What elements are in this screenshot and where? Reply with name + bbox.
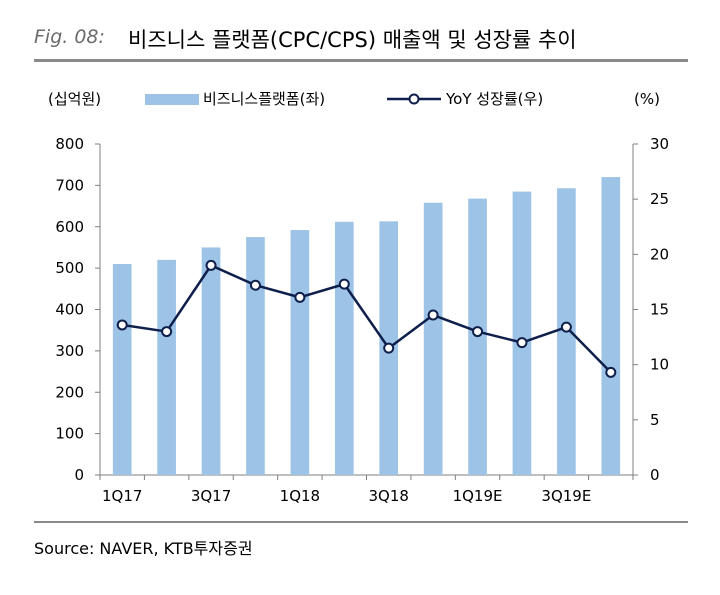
left-tick-label: 200 [55,383,84,401]
x-tick-label: 3Q17 [191,487,231,505]
legend-line-label: YoY 성장률(우) [445,90,543,108]
left-tick-label: 0 [74,466,84,484]
right-tick-label: 20 [650,245,669,263]
bar [601,177,621,475]
left-axis-unit: (십억원) [48,90,101,108]
growth-point [605,366,617,378]
legend-bar-label: 비즈니스플랫폼(좌) [203,90,325,108]
right-tick-label: 15 [650,301,669,319]
legend-bar-swatch [145,94,199,105]
legend: (십억원) 비즈니스플랫폼(좌) YoY 성장률(우) (%) [48,90,660,108]
left-tick-label: 800 [55,135,84,153]
left-tick-label: 400 [55,301,84,319]
growth-point [205,259,217,271]
top-rule [34,59,688,62]
left-tick-label: 700 [55,176,84,194]
growth-point [383,342,395,354]
x-tick-label: 1Q18 [280,487,320,505]
growth-point [249,279,261,291]
source-note: Source: NAVER, KTB투자증권 [34,539,253,558]
growth-point [294,291,306,303]
bottom-rule [34,521,688,523]
x-tick-label: 3Q18 [368,487,408,505]
bar [423,202,443,475]
figure-title: 비즈니스 플랫폼(CPC/CPS) 매출액 및 성장률 추이 [128,28,577,52]
growth-point [472,326,484,338]
left-tick-label: 100 [55,425,84,443]
growth-point [427,309,439,321]
bar [157,259,176,475]
left-tick-label: 500 [55,259,84,277]
right-tick-label: 0 [650,466,660,484]
legend-line-marker [408,93,420,105]
figure-number: Fig. 08: [34,26,105,48]
growth-point [116,319,128,331]
right-tick-label: 10 [650,356,669,374]
right-tick-label: 25 [650,190,669,208]
bar [112,263,132,475]
x-tick-label: 1Q17 [102,487,142,505]
x-tick-label: 1Q19E [453,487,503,505]
line-series [116,259,617,378]
left-tick-label: 600 [55,218,84,236]
bar [246,237,265,475]
left-tick-label: 300 [55,342,84,360]
figure-header: Fig. 08: 비즈니스 플랫폼(CPC/CPS) 매출액 및 성장률 추이 [34,18,688,58]
right-tick-label: 30 [650,135,669,153]
bar [201,247,221,475]
right-tick-label: 5 [650,411,660,429]
axes: 0 100 200 300 400 500 600 700 800 0 5 10 15 20 25 30 1Q1… [55,135,669,505]
growth-line [122,264,612,374]
bar-series [112,177,621,476]
bar [290,230,310,475]
growth-point [338,278,350,290]
combo-chart: (십억원) 비즈니스플랫폼(좌) YoY 성장률(우) (%) 01002003004… [48,90,669,505]
x-tick-label: 3Q19E [541,487,591,505]
growth-point [560,321,572,333]
growth-point [161,326,173,338]
right-axis-unit: (%) [634,90,660,108]
bar [512,191,532,476]
growth-point [516,337,528,349]
bar [334,221,354,475]
